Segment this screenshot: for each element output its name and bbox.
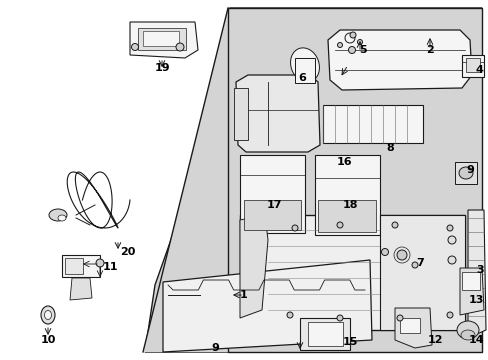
Polygon shape [467, 210, 485, 338]
Circle shape [447, 256, 455, 264]
Text: 9: 9 [211, 343, 219, 353]
Circle shape [336, 222, 342, 228]
Circle shape [349, 32, 355, 38]
Polygon shape [163, 260, 371, 352]
Text: 1: 1 [240, 290, 247, 300]
Bar [138, 28, 185, 50]
Polygon shape [459, 268, 483, 315]
Text: 14: 14 [467, 335, 483, 345]
Text: 3: 3 [475, 265, 483, 275]
Text: 18: 18 [342, 200, 357, 210]
Circle shape [96, 259, 104, 267]
Bar [317, 200, 375, 232]
Circle shape [336, 315, 342, 321]
Text: 4: 4 [474, 65, 482, 75]
Circle shape [345, 33, 354, 43]
Text: 11: 11 [102, 262, 118, 272]
Circle shape [131, 44, 138, 50]
Polygon shape [236, 75, 319, 152]
Text: 16: 16 [337, 157, 352, 167]
Polygon shape [70, 278, 92, 300]
Bar [65, 258, 83, 274]
Circle shape [446, 225, 452, 231]
Text: 9: 9 [465, 165, 473, 175]
Text: 5: 5 [359, 45, 366, 55]
Polygon shape [142, 8, 481, 352]
Circle shape [291, 225, 297, 231]
Ellipse shape [44, 310, 51, 320]
Bar [227, 8, 481, 352]
Circle shape [337, 42, 342, 48]
Bar [294, 58, 314, 83]
Text: 2: 2 [425, 45, 433, 55]
Circle shape [381, 248, 387, 256]
Polygon shape [234, 88, 247, 140]
Circle shape [411, 262, 417, 268]
Circle shape [391, 222, 397, 228]
Text: 17: 17 [265, 200, 281, 210]
Text: 13: 13 [468, 295, 483, 305]
Ellipse shape [460, 330, 474, 340]
Text: 6: 6 [298, 73, 305, 83]
Text: 7: 7 [415, 258, 423, 268]
Bar [399, 318, 419, 333]
Text: 19: 19 [155, 63, 170, 73]
Bar [142, 31, 179, 46]
Polygon shape [145, 8, 481, 352]
Polygon shape [240, 215, 267, 318]
Circle shape [286, 312, 292, 318]
Ellipse shape [290, 48, 319, 82]
Circle shape [447, 236, 455, 244]
Text: 12: 12 [427, 335, 442, 345]
Ellipse shape [49, 209, 67, 221]
Polygon shape [130, 22, 198, 58]
Circle shape [357, 40, 362, 45]
Ellipse shape [456, 321, 478, 339]
Bar [461, 55, 483, 77]
Bar [62, 255, 100, 277]
Text: 10: 10 [40, 335, 56, 345]
Circle shape [396, 315, 402, 321]
Bar [314, 155, 379, 235]
Bar [299, 318, 349, 350]
Polygon shape [394, 308, 431, 348]
Bar [461, 272, 479, 290]
Ellipse shape [58, 215, 66, 221]
Ellipse shape [458, 167, 472, 179]
Circle shape [396, 250, 406, 260]
Bar [465, 58, 479, 72]
Circle shape [348, 46, 355, 54]
Polygon shape [327, 30, 471, 90]
Polygon shape [240, 215, 464, 330]
Bar [240, 155, 305, 233]
Bar [307, 322, 342, 346]
Ellipse shape [41, 306, 55, 324]
Bar [323, 105, 422, 143]
Circle shape [176, 43, 183, 51]
Circle shape [446, 312, 452, 318]
Text: 15: 15 [342, 337, 357, 347]
Polygon shape [379, 215, 464, 330]
Text: 20: 20 [120, 247, 135, 257]
Bar [244, 200, 301, 230]
Bar [454, 162, 476, 184]
Text: 8: 8 [386, 143, 393, 153]
